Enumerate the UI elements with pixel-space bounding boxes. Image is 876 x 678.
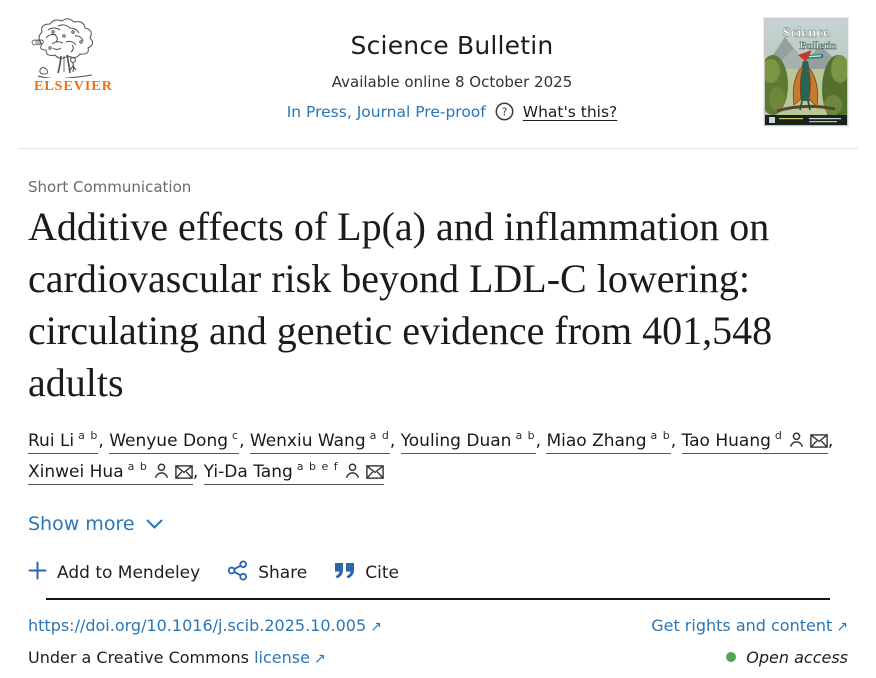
journal-header: ELSEVIER Science Bulletin Available onli… xyxy=(28,0,848,148)
get-rights-text: Get rights and content xyxy=(651,615,833,635)
author-link[interactable]: Rui Li a b xyxy=(28,429,99,454)
author-person-icon xyxy=(789,432,804,448)
chevron-down-icon xyxy=(146,513,163,535)
elsevier-logo[interactable]: ELSEVIER xyxy=(28,18,140,95)
license-line: Under a Creative Commons license ↗ xyxy=(28,648,326,667)
journal-title-link[interactable]: Science Bulletin xyxy=(350,31,554,60)
author-name: Wenyue Dong xyxy=(109,431,229,451)
author-link[interactable]: Miao Zhang a b xyxy=(546,429,671,454)
svg-text:Science: Science xyxy=(782,25,830,41)
author-link[interactable]: Tao Huang d xyxy=(681,429,828,454)
quote-cite-icon xyxy=(334,562,355,584)
author-email-icon xyxy=(365,465,384,479)
share-label: Share xyxy=(258,562,308,583)
author-affiliation-superscript: c xyxy=(232,429,240,443)
svg-text:Bulletin: Bulletin xyxy=(799,40,836,52)
open-access-label: Open access xyxy=(746,647,848,667)
author-name: Xinwei Hua xyxy=(28,461,124,482)
share-button[interactable]: Share xyxy=(227,560,307,586)
author-affiliation-superscript: d xyxy=(774,429,783,443)
doi-rights-row: https://doi.org/10.1016/j.scib.2025.10.0… xyxy=(28,600,848,635)
external-link-icon: ↗ xyxy=(836,618,848,635)
external-link-icon: ↗ xyxy=(370,618,382,635)
author-name: Rui Li xyxy=(28,431,75,451)
in-press-link[interactable]: In Press, Journal Pre-proof xyxy=(286,102,486,121)
journal-header-center: Science Bulletin Available online 8 Octo… xyxy=(140,18,764,121)
author-affiliation-superscript: a b xyxy=(78,429,99,443)
author-name: Yi-Da Tang xyxy=(203,461,293,482)
license-link-text: license xyxy=(254,647,310,667)
svg-text:?: ? xyxy=(501,106,507,118)
elsevier-tree-icon xyxy=(28,18,140,78)
author-link[interactable]: Yi-Da Tang a b e f xyxy=(203,460,384,485)
cite-label: Cite xyxy=(365,562,399,583)
doi-link[interactable]: https://doi.org/10.1016/j.scib.2025.10.0… xyxy=(28,616,382,635)
article-type-label: Short Communication xyxy=(28,178,192,196)
author-email-icon xyxy=(175,465,193,479)
author-link[interactable]: Youling Duan a b xyxy=(400,429,536,454)
show-more-label: Show more xyxy=(28,512,135,535)
open-access-status: Open access xyxy=(726,648,848,667)
cite-button[interactable]: Cite xyxy=(334,562,399,584)
license-link[interactable]: license ↗ xyxy=(254,648,326,667)
open-access-dot-icon xyxy=(726,652,737,663)
whats-this-link[interactable]: What's this? xyxy=(522,102,618,121)
author-name: Miao Zhang xyxy=(546,431,647,451)
author-link[interactable]: Wenyue Dong c xyxy=(109,429,240,454)
add-to-mendeley-button[interactable]: Add to Mendeley xyxy=(28,561,200,585)
author-list: Rui Li a b, Wenyue Dong c, Wenxiu Wang a d,… xyxy=(28,426,848,488)
doi-text: https://doi.org/10.1016/j.scib.2025.10.0… xyxy=(28,615,367,635)
author-link[interactable]: Xinwei Hua a b xyxy=(28,460,193,485)
in-press-row: In Press, Journal Pre-proof ? What's thi… xyxy=(140,102,764,121)
article-title: Additive effects of Lp(a) and inflammati… xyxy=(28,204,773,405)
author-person-icon xyxy=(345,463,359,478)
author-affiliation-superscript: a b xyxy=(650,429,671,443)
author-email-icon xyxy=(810,434,828,448)
external-link-icon: ↗ xyxy=(313,650,326,667)
add-to-mendeley-label: Add to Mendeley xyxy=(57,562,201,583)
question-circle-icon: ? xyxy=(495,102,514,121)
action-bar: Add to Mendeley Share Cite xyxy=(28,560,848,586)
author-name: Wenxiu Wang xyxy=(249,431,366,451)
author-affiliation-superscript: a b xyxy=(515,429,536,443)
author-person-icon xyxy=(154,463,168,478)
elsevier-wordmark: ELSEVIER xyxy=(34,79,113,94)
author-affiliation-superscript: a b e f xyxy=(296,460,339,474)
license-prefix-text: Under a Creative Commons xyxy=(28,647,249,667)
get-rights-link[interactable]: Get rights and content ↗ xyxy=(651,616,848,635)
header-divider xyxy=(18,148,858,149)
plus-icon xyxy=(28,561,47,585)
author-affiliation-superscript: a b xyxy=(127,460,148,474)
section-divider xyxy=(46,597,830,600)
license-openaccess-row: Under a Creative Commons license ↗ Open a… xyxy=(28,635,848,667)
author-name: Tao Huang xyxy=(681,431,771,451)
show-more-button[interactable]: Show more xyxy=(28,513,163,535)
share-icon xyxy=(227,560,248,586)
author-name: Youling Duan xyxy=(400,431,512,451)
author-affiliation-superscript: a d xyxy=(369,429,390,443)
author-link[interactable]: Wenxiu Wang a d xyxy=(249,429,390,454)
available-online-date: Available online 8 October 2025 xyxy=(331,73,573,91)
journal-cover-thumbnail[interactable]: Science Bulletin xyxy=(764,18,848,126)
